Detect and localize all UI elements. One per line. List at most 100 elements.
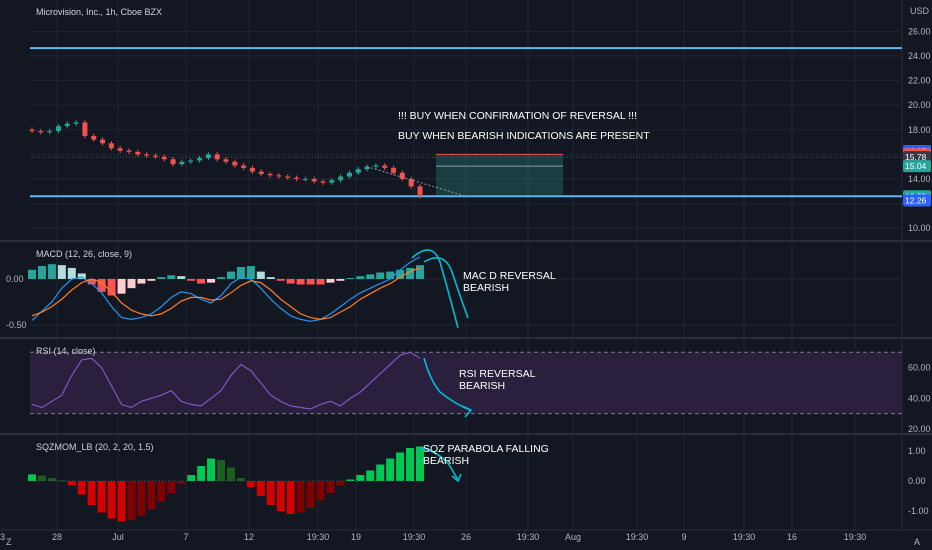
macd-histogram-bar <box>336 278 345 281</box>
candle[interactable] <box>382 165 388 168</box>
macd-histogram-bar <box>226 271 235 279</box>
candle[interactable] <box>302 178 308 180</box>
macd-histogram-bar <box>207 278 216 283</box>
sqz-histogram-bar <box>386 458 395 481</box>
auto-scale-button[interactable]: A <box>914 537 920 547</box>
price-tick-label: 14.00 <box>908 174 931 184</box>
candle[interactable] <box>197 158 203 161</box>
candle[interactable] <box>82 122 88 136</box>
candle[interactable] <box>214 154 220 160</box>
candle[interactable] <box>285 176 291 178</box>
candle[interactable] <box>117 148 123 151</box>
sqz-histogram-bar <box>137 481 146 516</box>
sqz-histogram-bar <box>406 448 415 481</box>
candle[interactable] <box>47 131 53 133</box>
rsi-pane[interactable]: 60.00 40.00 20.00 <box>30 351 931 434</box>
candle[interactable] <box>364 166 370 170</box>
candle[interactable] <box>294 177 300 179</box>
candle[interactable] <box>249 167 255 172</box>
candle[interactable] <box>417 186 423 197</box>
candle[interactable] <box>408 178 414 187</box>
sqz-histogram-bar <box>396 452 405 481</box>
sqz-histogram-bar <box>336 481 345 486</box>
long-position-box[interactable] <box>436 154 563 197</box>
sqz-histogram-bar <box>187 475 196 481</box>
candle[interactable] <box>29 129 35 131</box>
candle[interactable] <box>100 139 106 144</box>
candle[interactable] <box>161 156 167 160</box>
sqz-histogram-bar <box>286 481 295 514</box>
sqz-histogram-bar <box>147 481 156 510</box>
macd-histogram-bar <box>386 271 395 279</box>
sqz-histogram-bar <box>157 481 166 502</box>
candle[interactable] <box>391 167 397 173</box>
time-tick-label: 7 <box>183 532 188 542</box>
macd-arrow-1 <box>411 249 459 329</box>
candle[interactable] <box>73 122 79 124</box>
candle[interactable] <box>329 180 335 183</box>
macd-title: MACD (12, 26, close, 9) <box>36 249 132 259</box>
sqz-histogram-bar <box>177 481 186 484</box>
candle[interactable] <box>399 172 405 179</box>
candle[interactable] <box>55 126 61 131</box>
macd-histogram-bar <box>127 278 136 289</box>
sqz-histogram-bar <box>87 481 96 505</box>
candle[interactable] <box>108 143 114 149</box>
macd-histogram-bar <box>77 273 86 279</box>
candle[interactable] <box>188 160 194 162</box>
sqz-histogram-bar <box>67 481 76 486</box>
candle[interactable] <box>311 178 317 182</box>
candle[interactable] <box>267 174 273 176</box>
candle[interactable] <box>346 172 352 177</box>
candle[interactable] <box>258 171 264 175</box>
candle[interactable] <box>170 159 176 165</box>
reversal-annotation: !!! BUY WHEN CONFIRMATION OF REVERSAL !!… <box>398 110 637 122</box>
timezone-button[interactable]: Z <box>6 537 12 547</box>
sqz-histogram-bar <box>37 475 46 481</box>
candle[interactable] <box>91 135 97 140</box>
time-tick-label: 28 <box>52 532 62 542</box>
candle[interactable] <box>152 155 158 157</box>
candle[interactable] <box>373 165 379 167</box>
candle[interactable] <box>223 159 229 162</box>
macd-pane[interactable]: 0.00 -0.50 <box>6 249 902 330</box>
candle[interactable] <box>135 151 141 155</box>
sqz-pane[interactable]: 1.00 0.00 -1.00 <box>28 446 929 522</box>
sqz-tick-label: 0.00 <box>908 476 926 486</box>
macd-histogram-bar <box>197 278 206 284</box>
sqz-histogram-bar <box>197 466 206 481</box>
macd-histogram-bar <box>28 269 36 279</box>
candle[interactable] <box>276 175 282 177</box>
macd-note-line1: MAC D REVERSAL <box>463 270 556 282</box>
macd-histogram-bar <box>47 264 56 279</box>
macd-histogram-bar <box>366 274 375 279</box>
candle[interactable] <box>241 165 247 168</box>
candle[interactable] <box>205 154 211 159</box>
sqz-histogram-bar <box>47 478 56 481</box>
candle[interactable] <box>338 176 344 181</box>
sqz-histogram-bar <box>226 467 235 481</box>
candle[interactable] <box>320 181 326 183</box>
macd-histogram-bar <box>376 272 385 279</box>
sqz-histogram-bar <box>356 475 365 481</box>
rsi-title: RSI (14, close) <box>36 346 96 356</box>
sqz-histogram-bar <box>306 481 315 508</box>
candle[interactable] <box>64 123 70 127</box>
time-tick-label: Aug <box>565 532 581 542</box>
rsi-tick-label: 60.00 <box>908 363 931 373</box>
time-axis[interactable]: 28 Jul 7 12 19:30 19 19:30 26 19:30 Aug 19:30 9 19:3… <box>0 532 866 542</box>
price-pane[interactable]: 26.0024.0022.0020.0018.0016.0014.0012.00… <box>29 26 932 233</box>
candle[interactable] <box>144 154 150 156</box>
macd-histogram-bar <box>276 278 285 281</box>
candle[interactable] <box>232 161 238 166</box>
sqz-histogram-bar <box>167 481 176 493</box>
macd-histogram-bar <box>356 276 365 279</box>
sqz-histogram-bar <box>376 464 385 481</box>
candle[interactable] <box>38 131 44 133</box>
candle[interactable] <box>355 169 361 173</box>
candle[interactable] <box>179 161 185 165</box>
candle[interactable] <box>126 150 132 152</box>
macd-histogram-bar <box>117 278 126 294</box>
